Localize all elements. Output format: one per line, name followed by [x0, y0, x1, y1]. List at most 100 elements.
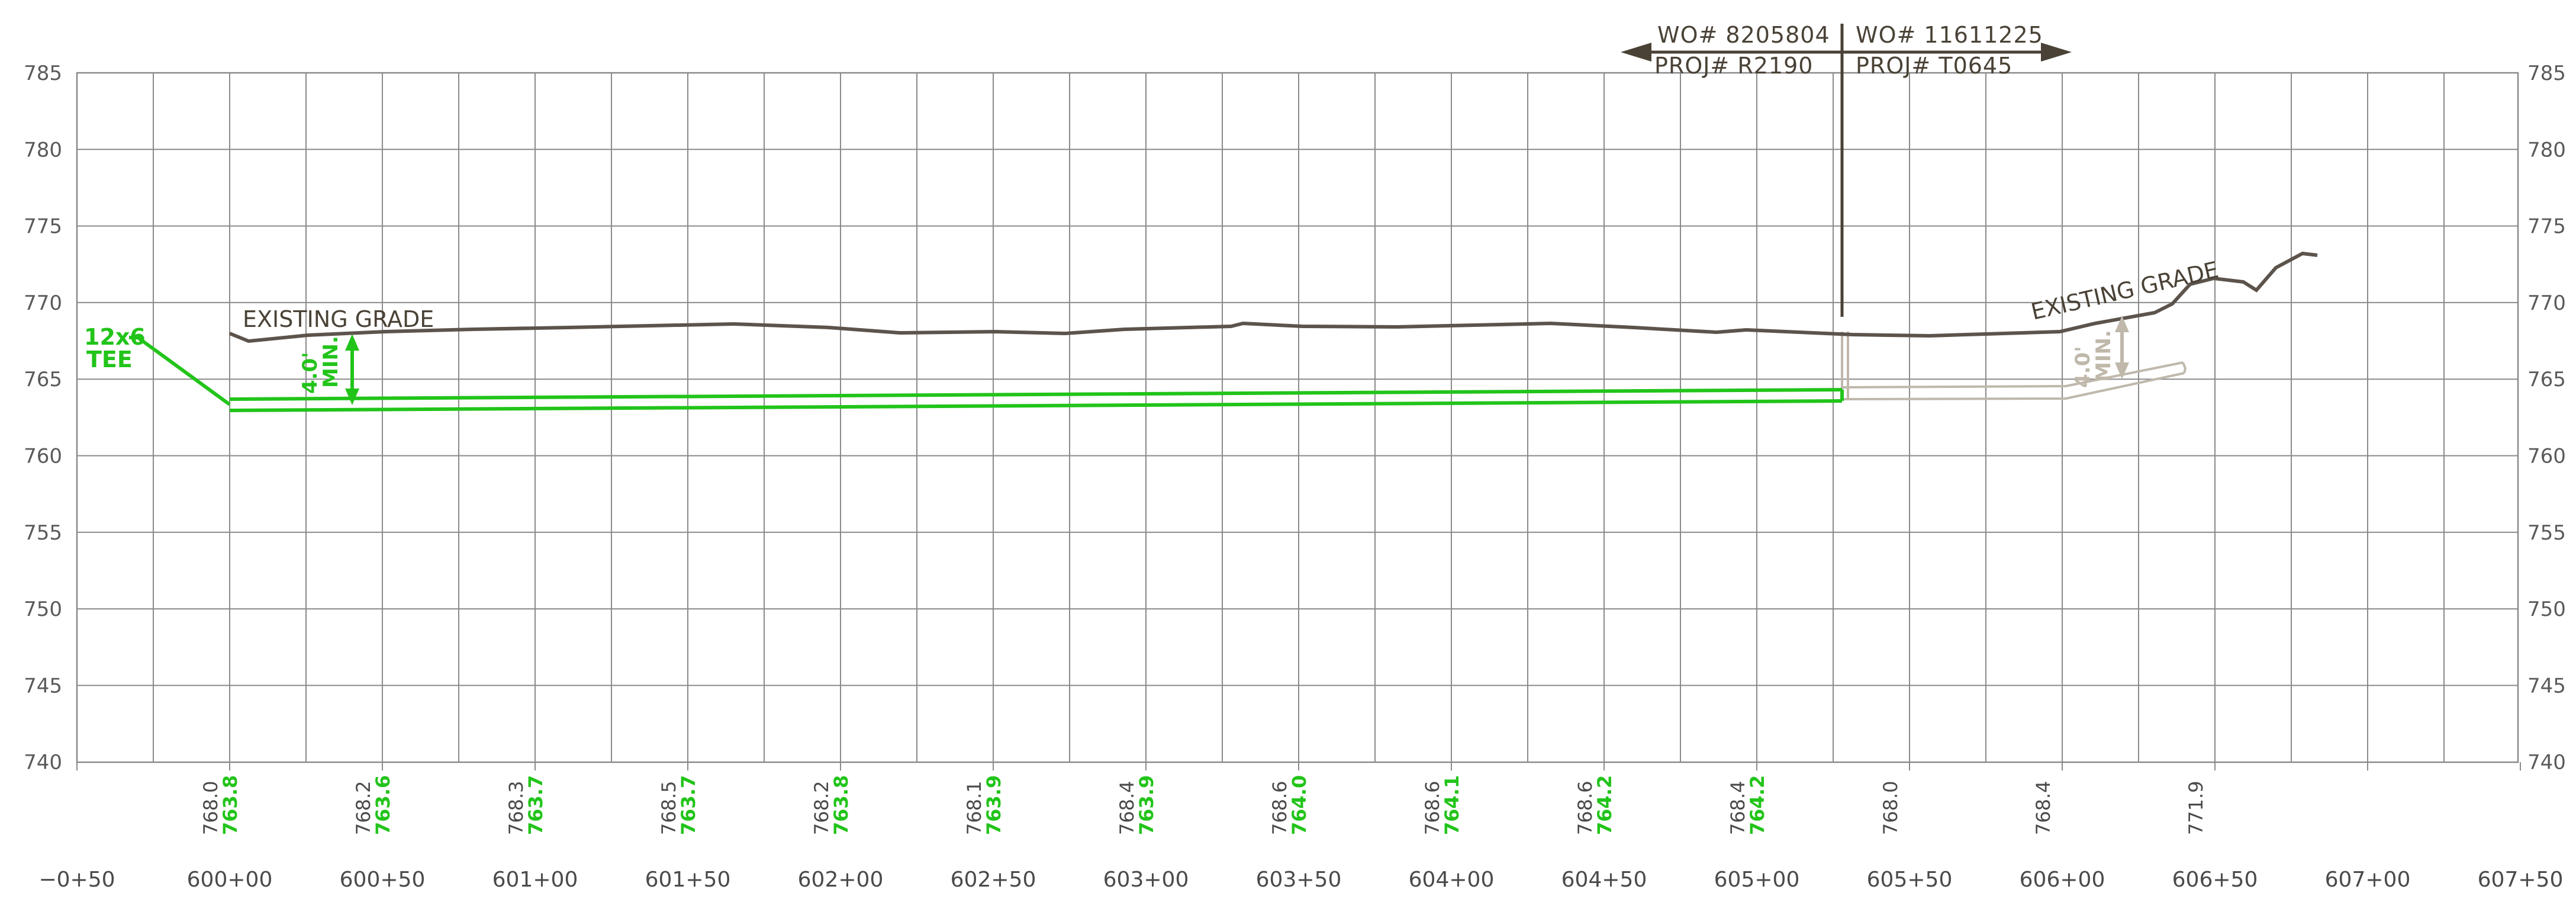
tee-label-size: 12x6: [84, 324, 146, 350]
elevation-label-right: 760: [2527, 445, 2566, 468]
tee-label-type: TEE: [86, 346, 133, 373]
proposed-elevation-label: 763.9: [1135, 775, 1158, 835]
proposed-elevation-label: 763.6: [372, 775, 394, 835]
future-pipe-cap: [2182, 362, 2187, 374]
tee-connector: [137, 336, 231, 406]
existing-elevation-label: 768.1: [963, 781, 986, 835]
proposed-elevation-label: 763.8: [219, 775, 242, 835]
station-label: 600+50: [340, 868, 426, 892]
elevation-label-left: 740: [24, 751, 62, 775]
existing-elevation-label: 768.5: [658, 781, 680, 835]
station-label: 607+00: [2325, 868, 2411, 892]
future-pipe: [1841, 332, 2187, 400]
wo-number-right: WO# 11611225: [1856, 22, 2043, 48]
proposed-pipe-top: [229, 388, 1843, 401]
station-label: 601+00: [492, 868, 578, 892]
proposed-elevation-label: 764.2: [1746, 775, 1769, 835]
elevation-label-left: 780: [24, 138, 62, 162]
elevation-label-left: 750: [24, 598, 62, 621]
station-label: 604+50: [1561, 868, 1647, 892]
existing-elevation-label: 768.2: [810, 781, 833, 835]
arrow-down-icon: [2115, 362, 2129, 379]
grid-frame: [76, 72, 2519, 763]
elevation-label-right: 785: [2527, 62, 2566, 85]
elevation-label-right: 750: [2527, 598, 2566, 621]
future-pipe-bottom: [1841, 372, 2185, 400]
grid: [76, 72, 2519, 763]
elevation-label-left: 785: [24, 62, 62, 85]
existing-grade-label-1: EXISTING GRADE: [243, 306, 434, 332]
proj-number-left: PROJ# R2190: [1654, 53, 1813, 79]
proposed-elevation-label: 764.1: [1441, 775, 1463, 835]
arrow-right-icon: [2041, 43, 2072, 62]
proposed-pipe-bottom: [229, 399, 1843, 412]
elevation-label-right: 770: [2527, 291, 2566, 315]
station-label: 600+00: [187, 868, 273, 892]
station-label: 606+50: [2172, 868, 2258, 892]
station-label: 607+50: [2478, 868, 2564, 892]
min-cover-arrow-1: [345, 334, 359, 405]
proposed-elevation-label: 763.7: [524, 775, 547, 835]
wo-number-left: WO# 8205804: [1657, 22, 1830, 48]
station-label: −0+50: [38, 868, 115, 892]
existing-elevation-label: 768.4: [2032, 781, 2055, 835]
elevation-label-left: 765: [24, 368, 62, 391]
min-cover-label-1-min: MIN.: [319, 336, 343, 388]
existing-elevation-label: 768.0: [1879, 781, 1902, 835]
elevation-label-left: 775: [24, 215, 62, 239]
existing-elevation-labels: 768.0 768.2 768.3 768.5 768.2 768.1 768.4 768.6…: [199, 781, 2207, 835]
station-label: 605+00: [1714, 868, 1800, 892]
existing-elevation-label: 768.3: [505, 781, 527, 835]
arrow-down-icon: [345, 389, 359, 405]
existing-elevation-label: 768.6: [1268, 781, 1291, 835]
station-label: 605+50: [1867, 868, 1953, 892]
existing-elevation-label: 771.9: [2185, 781, 2207, 835]
arrow-up-icon: [345, 334, 359, 351]
project-division-marker: WO# 8205804 PROJ# R2190 WO# 11611225 PRO…: [1621, 22, 2072, 317]
min-cover-label-2-min: MIN.: [2092, 330, 2115, 382]
existing-elevation-label: 768.4: [1116, 781, 1138, 835]
elevation-label-right: 780: [2527, 138, 2566, 162]
existing-elevation-label: 768.0: [199, 781, 222, 835]
min-cover-arrow-2: [2115, 316, 2129, 379]
proj-number-right: PROJ# T0645: [1856, 53, 2012, 79]
proposed-pipe: [129, 336, 1844, 412]
proposed-elevation-label: 763.9: [983, 775, 1005, 835]
elevation-axis-left: 785 780 775 770 765 760 755 750 745 740: [24, 62, 62, 775]
existing-elevation-label: 768.4: [1727, 781, 1749, 835]
proposed-elevation-label: 763.8: [830, 775, 852, 835]
elevation-label-left: 760: [24, 445, 62, 468]
min-cover-label-1-depth: 4.0': [298, 352, 322, 394]
arrow-left-icon: [1621, 43, 1651, 62]
elevation-label-left: 755: [24, 521, 62, 545]
station-label: 602+00: [798, 868, 884, 892]
station-label: 601+50: [645, 868, 731, 892]
proposed-elevation-label: 764.2: [1593, 775, 1616, 835]
existing-elevation-label: 768.6: [1574, 781, 1596, 835]
station-label: 606+00: [2020, 868, 2105, 892]
existing-elevation-label: 768.2: [352, 781, 375, 835]
station-label: 602+50: [951, 868, 1036, 892]
elevation-label-right: 740: [2527, 751, 2566, 775]
station-label: 603+50: [1256, 868, 1342, 892]
elevation-axis-right: 785 780 775 770 765 760 755 750 745 740: [2527, 62, 2566, 775]
elevation-label-right: 755: [2527, 521, 2566, 545]
existing-grade-line: [228, 251, 2318, 343]
proposed-elevation-label: 763.7: [677, 775, 700, 835]
min-cover-label-2-depth: 4.0': [2071, 346, 2095, 388]
station-label: 604+00: [1409, 868, 1495, 892]
elevation-label-right: 745: [2527, 674, 2566, 698]
arrow-up-icon: [2115, 316, 2129, 332]
station-axis: −0+50 600+00 600+50 601+00 601+50 602+00 602+5…: [38, 762, 2563, 892]
proposed-elevation-labels: 763.8 763.6 763.7 763.7 763.8 763.9 763.9 764.0…: [219, 775, 1769, 835]
proposed-elevation-label: 764.0: [1288, 775, 1310, 835]
elevation-label-left: 770: [24, 291, 62, 315]
elevation-label-right: 765: [2527, 368, 2566, 391]
elevation-label-right: 775: [2527, 215, 2566, 239]
station-label: 603+00: [1103, 868, 1189, 892]
existing-elevation-label: 768.6: [1421, 781, 1444, 835]
elevation-label-left: 745: [24, 674, 62, 698]
existing-grade-label-2: EXISTING GRADE: [2028, 256, 2221, 325]
future-pipe-top: [1841, 361, 2184, 389]
